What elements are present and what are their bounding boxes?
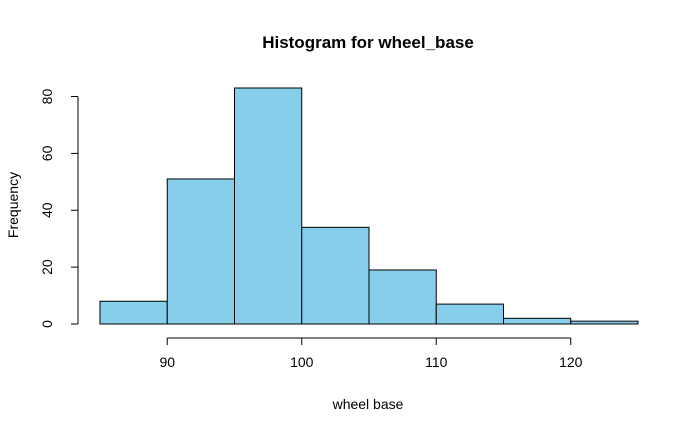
histogram-bar-4	[301, 226, 370, 325]
x-tick-label: 110	[425, 354, 448, 370]
x-axis-label: wheel base	[332, 396, 404, 412]
histogram-bar-1	[99, 300, 168, 325]
histogram-bar-6	[435, 303, 504, 325]
histogram-bar-2	[166, 178, 235, 325]
chart-title: Histogram for wheel_base	[262, 33, 474, 52]
x-tick-label: 100	[290, 354, 314, 370]
y-tick-label: 20	[39, 259, 55, 275]
histogram-bar-7	[503, 317, 572, 325]
histogram-bar-8	[570, 320, 639, 325]
y-tick-label: 0	[39, 320, 55, 328]
y-tick-label: 80	[39, 89, 55, 105]
y-tick-label: 40	[39, 202, 55, 218]
histogram-bar-5	[368, 269, 437, 325]
y-axis: 0 20 40 60 80	[39, 89, 79, 328]
bars-group	[99, 87, 639, 325]
x-tick-label: 120	[559, 354, 583, 370]
x-tick-label: 90	[159, 354, 175, 370]
x-axis: 90 100 110 120	[159, 337, 583, 370]
histogram-bar-3	[234, 87, 303, 325]
y-axis-label: Frequency	[5, 172, 21, 238]
y-tick-label: 60	[39, 145, 55, 161]
